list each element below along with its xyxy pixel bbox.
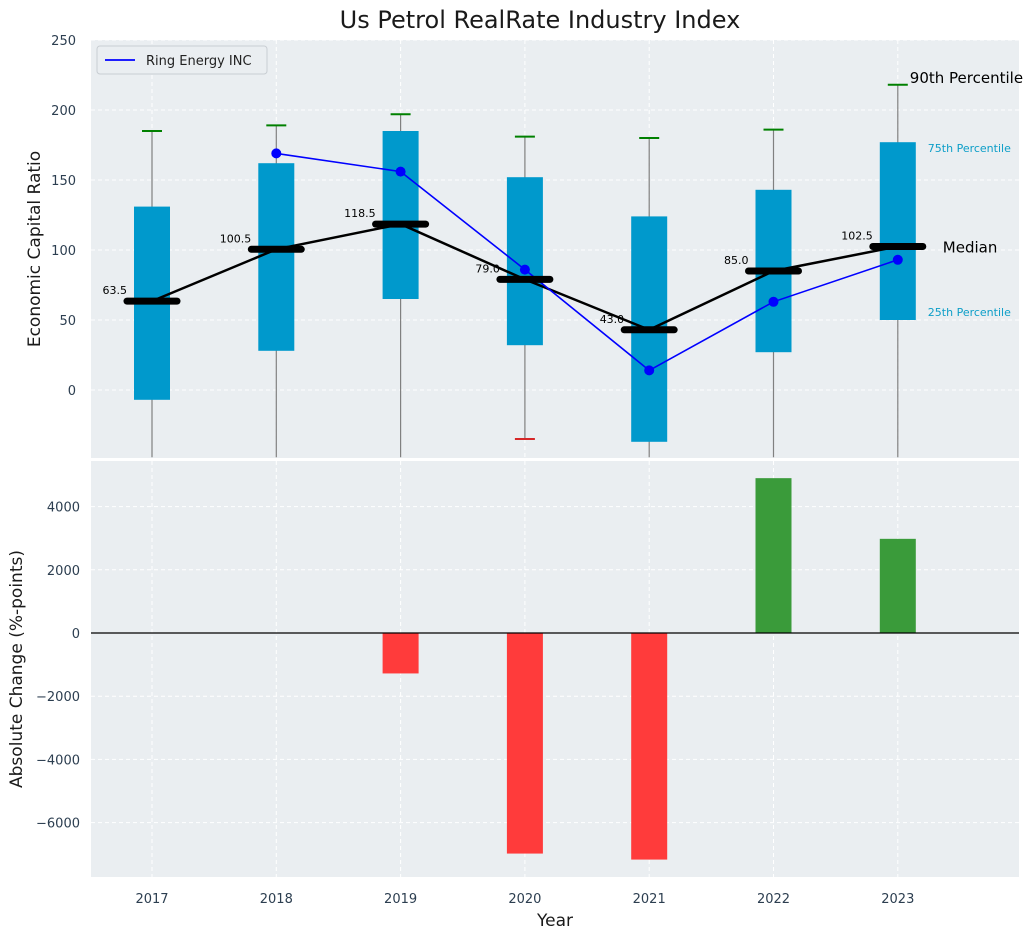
series-point-2021 <box>644 365 655 376</box>
series-point-2023 <box>892 254 903 265</box>
top-panel: 0 50 100 150 200 250 63.5 100.5 118.5 79.0 43.0 85… <box>25 34 1023 458</box>
bottom-y-tick-label: −2000 <box>36 690 80 705</box>
bar-2021 <box>631 633 668 860</box>
bar-2020 <box>506 633 543 854</box>
median-label-2018: 100.5 <box>220 232 252 245</box>
top-y-tick-label: 0 <box>68 384 76 399</box>
bar-2023 <box>879 538 916 633</box>
bottom-y-tick-label: 0 <box>72 627 80 642</box>
legend: Ring Energy INC <box>96 45 268 75</box>
top-medians-group: 63.5 100.5 118.5 79.0 43.0 85.0 102.5 <box>103 207 927 334</box>
bar-2022 <box>755 478 792 633</box>
median-label-2023: 102.5 <box>841 230 873 243</box>
top-y-tick-label: 100 <box>51 244 76 259</box>
box-2020 <box>506 177 543 346</box>
bottom-y-ticks: −6000 −4000 −2000 0 2000 4000 <box>36 501 80 832</box>
annot-25th-percentile: 25th Percentile <box>928 306 1011 319</box>
x-tick-label-2022: 2022 <box>757 892 790 907</box>
bottom-panel: −6000 −4000 −2000 0 2000 4000 2017 2018 2019 202… <box>7 461 1019 931</box>
bottom-y-tick-label: −4000 <box>36 753 80 768</box>
chart-title: Us Petrol RealRate Industry Index <box>340 6 741 34</box>
top-y-tick-label: 150 <box>51 174 76 189</box>
top-y-tick-label: 50 <box>59 314 76 329</box>
x-axis-label: Year <box>536 911 573 931</box>
bottom-y-tick-label: 4000 <box>47 501 80 516</box>
median-label-2020: 79.0 <box>475 262 500 275</box>
x-tick-label-2020: 2020 <box>508 892 541 907</box>
top-y-tick-label: 200 <box>51 104 76 119</box>
top-series-group <box>271 148 903 376</box>
bottom-plot-area <box>91 461 1019 877</box>
median-label-2017: 63.5 <box>103 284 128 297</box>
series-point-2020 <box>519 264 530 275</box>
x-tick-label-2023: 2023 <box>881 892 914 907</box>
box-2023 <box>879 142 916 320</box>
bottom-y-tick-label: 2000 <box>47 564 80 579</box>
median-label-2021: 43.0 <box>600 313 625 326</box>
median-label-2019: 118.5 <box>344 207 376 220</box>
series-point-2022 <box>768 296 779 307</box>
x-tick-label-2019: 2019 <box>384 892 417 907</box>
annot-90th-percentile: 90th Percentile <box>910 69 1023 87</box>
top-grid <box>91 39 1019 458</box>
top-y-ticks: 0 50 100 150 200 250 <box>51 34 76 399</box>
bottom-y-tick-label: −6000 <box>36 817 80 832</box>
annot-75th-percentile: 75th Percentile <box>928 142 1011 155</box>
annot-median: Median <box>943 239 998 257</box>
series-line-ring-energy <box>276 152 899 372</box>
bar-2019 <box>382 633 419 674</box>
top-y-tick-label: 250 <box>51 34 76 49</box>
series-point-2018 <box>271 148 282 159</box>
legend-frame <box>96 45 268 75</box>
bottom-y-axis-label: Absolute Change (%-points) <box>7 550 27 788</box>
box-2018 <box>258 163 295 351</box>
box-2019 <box>382 131 419 299</box>
x-tick-label-2021: 2021 <box>633 892 666 907</box>
median-label-2022: 85.0 <box>724 254 749 267</box>
x-tick-labels: 2017 2018 2019 2020 2021 2022 2023 <box>135 892 914 907</box>
top-y-axis-label: Economic Capital Ratio <box>25 151 45 347</box>
x-tick-label-2017: 2017 <box>135 892 168 907</box>
series-point-2019 <box>395 166 406 177</box>
legend-label: Ring Energy INC <box>146 54 252 69</box>
bottom-bars <box>382 478 916 860</box>
top-annotations: 90th Percentile 75th Percentile Median 2… <box>910 69 1023 319</box>
x-tick-label-2018: 2018 <box>260 892 293 907</box>
